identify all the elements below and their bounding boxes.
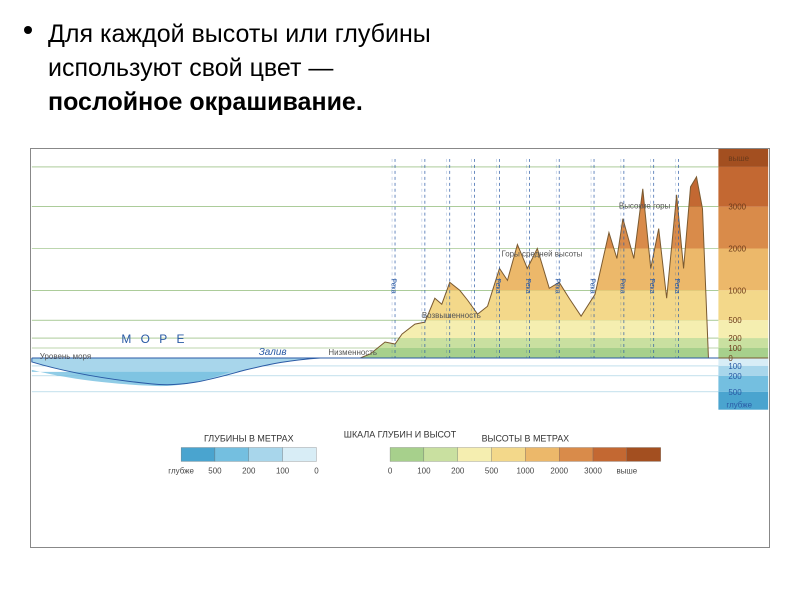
svg-text:Река: Река: [524, 278, 531, 293]
svg-text:2000: 2000: [728, 244, 746, 253]
svg-text:Река: Река: [673, 278, 680, 293]
svg-text:200: 200: [728, 372, 742, 381]
lowland-label: Низменность: [328, 348, 377, 357]
svg-text:500: 500: [208, 466, 222, 475]
right-scale-bar: [718, 149, 768, 410]
svg-text:глубже: глубже: [726, 401, 752, 410]
scale-title: ШКАЛА ГЛУБИН И ВЫСОТ: [344, 430, 457, 440]
svg-text:100: 100: [276, 466, 290, 475]
slide: Для каждой высоты или глубины используют…: [0, 0, 800, 600]
title-line2: используют свой цвет —: [48, 54, 333, 82]
title-text: Для каждой высоты или глубины используют…: [48, 18, 760, 119]
svg-text:2000: 2000: [550, 466, 568, 475]
title-line3: послойное окрашивание.: [48, 88, 363, 116]
elevation-diagram: выше3000200010005002001000100200500глубж…: [30, 148, 770, 548]
svg-text:100: 100: [728, 344, 742, 353]
svg-text:ГЛУБИНЫ В МЕТРАХ: ГЛУБИНЫ В МЕТРАХ: [204, 434, 294, 444]
svg-text:Река: Река: [618, 278, 625, 293]
bay-label: Залив: [259, 347, 287, 358]
svg-text:Река: Река: [589, 278, 596, 293]
terrain-fill: [32, 149, 768, 358]
svg-text:0: 0: [388, 466, 393, 475]
svg-text:500: 500: [485, 466, 499, 475]
svg-text:500: 500: [728, 316, 742, 325]
sea-level-label: Уровень моря: [40, 352, 91, 361]
svg-text:Река: Река: [554, 278, 561, 293]
svg-text:500: 500: [728, 388, 742, 397]
mid-mountains-label: Горы средней высоты: [501, 249, 582, 258]
upland-label: Возвышенность: [422, 311, 481, 320]
svg-text:глубже: глубже: [168, 466, 194, 475]
sea-label: М О Р Е: [121, 332, 187, 346]
svg-text:Река: Река: [648, 278, 655, 293]
svg-text:Река: Река: [390, 278, 397, 293]
svg-text:200: 200: [242, 466, 256, 475]
svg-text:ВЫСОТЫ В МЕТРАХ: ВЫСОТЫ В МЕТРАХ: [482, 434, 570, 444]
bullet: [24, 26, 32, 34]
svg-text:0: 0: [314, 466, 319, 475]
svg-text:3000: 3000: [728, 203, 746, 212]
depth-legend: ГЛУБИНЫ В МЕТРАХ глубже 500 200 100 0: [168, 434, 319, 476]
svg-text:Река: Река: [494, 278, 501, 293]
svg-text:выше: выше: [616, 466, 637, 475]
title-line1: Для каждой высоты или глубины: [48, 20, 431, 48]
svg-text:1000: 1000: [728, 286, 746, 295]
svg-text:100: 100: [417, 466, 431, 475]
diagram-svg: выше3000200010005002001000100200500глубж…: [31, 149, 769, 547]
svg-text:200: 200: [451, 466, 465, 475]
height-legend: ВЫСОТЫ В МЕТРАХ 0 100 200 500 1000 2000 3000 выш…: [388, 434, 661, 476]
svg-text:3000: 3000: [584, 466, 602, 475]
high-mountains-label: Высокие горы: [619, 202, 671, 211]
svg-text:выше: выше: [728, 154, 749, 163]
svg-text:100: 100: [728, 362, 742, 371]
svg-text:200: 200: [728, 334, 742, 343]
svg-text:1000: 1000: [517, 466, 535, 475]
